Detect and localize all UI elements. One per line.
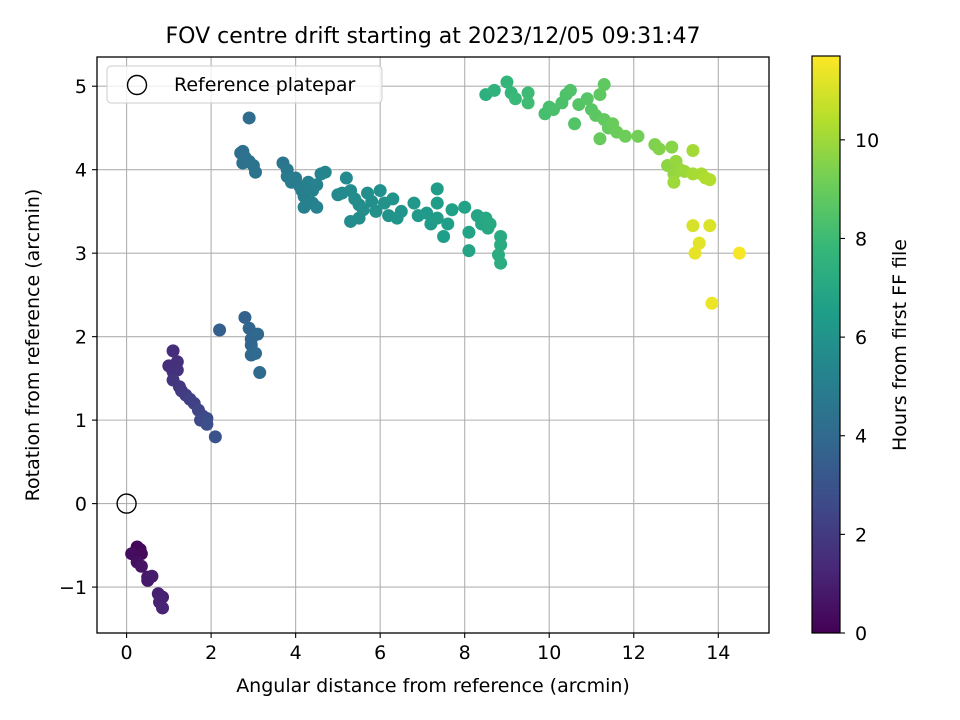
- data-point: [508, 92, 522, 106]
- data-point: [430, 196, 444, 210]
- data-point: [705, 296, 719, 310]
- data-points: [116, 75, 746, 615]
- data-point: [462, 225, 476, 239]
- data-point: [339, 171, 353, 185]
- x-tick-label: 10: [537, 642, 561, 664]
- data-point: [166, 344, 180, 358]
- data-point: [703, 173, 717, 187]
- data-point: [310, 178, 324, 192]
- reference-platepar-marker: [116, 493, 137, 514]
- legend-entry-reference: Reference platepar: [174, 74, 356, 96]
- data-point: [597, 78, 611, 92]
- data-point: [365, 194, 379, 208]
- data-point: [631, 129, 645, 143]
- data-point: [500, 75, 514, 89]
- data-point: [369, 204, 383, 218]
- data-point: [458, 200, 472, 214]
- x-tick-label: 8: [459, 642, 471, 664]
- colorbar-ticks: 0 2 4 6 8 10: [840, 130, 879, 645]
- data-point: [251, 327, 265, 341]
- x-axis-ticks: 0 2 4 6 8 10 12 14: [121, 633, 730, 664]
- data-point: [238, 310, 252, 324]
- x-tick-label: 14: [706, 642, 730, 664]
- data-point: [248, 165, 262, 179]
- data-point: [213, 323, 227, 337]
- data-point: [318, 165, 332, 179]
- data-point: [356, 203, 370, 217]
- data-point: [483, 217, 497, 231]
- data-point: [563, 83, 577, 97]
- data-point: [420, 206, 434, 220]
- data-point: [568, 117, 582, 131]
- data-point: [430, 211, 444, 225]
- colorbar-tick-label: 6: [855, 327, 867, 349]
- data-point: [248, 346, 262, 360]
- x-tick-label: 6: [374, 642, 386, 664]
- colorbar-tick-label: 2: [855, 524, 867, 546]
- data-point: [667, 175, 681, 189]
- data-point: [487, 83, 501, 97]
- data-point: [390, 211, 404, 225]
- x-tick-label: 4: [290, 642, 302, 664]
- data-point: [253, 366, 267, 380]
- data-point: [703, 219, 717, 233]
- chart-title: FOV centre drift starting at 2023/12/05 …: [166, 24, 701, 49]
- data-point: [430, 182, 444, 196]
- legend: Reference platepar: [106, 65, 383, 104]
- y-axis-ticks: −1 0 1 2 3 4 5: [59, 76, 97, 599]
- data-point: [242, 111, 256, 125]
- data-point: [145, 569, 159, 583]
- colorbar-tick-label: 4: [855, 426, 867, 448]
- data-point: [386, 192, 400, 206]
- data-point: [494, 238, 508, 252]
- data-point: [521, 86, 535, 100]
- data-point: [686, 219, 700, 233]
- x-tick-label: 0: [121, 642, 133, 664]
- y-tick-label: 3: [75, 243, 87, 265]
- plot-frame: [96, 56, 770, 634]
- y-tick-label: 4: [75, 160, 87, 182]
- colorbar-tick-label: 8: [855, 228, 867, 250]
- legend-box: [106, 65, 383, 104]
- data-point: [686, 143, 700, 157]
- data-point: [445, 203, 459, 217]
- y-axis-label: Rotation from reference (arcmin): [22, 189, 44, 502]
- colorbar-tick-label: 10: [855, 130, 879, 152]
- colorbar-tick-label: 0: [855, 623, 867, 645]
- data-point: [521, 96, 535, 110]
- data-point: [310, 200, 324, 214]
- y-tick-label: 2: [75, 327, 87, 349]
- data-point: [494, 256, 508, 270]
- data-point: [156, 601, 170, 615]
- data-point: [208, 430, 222, 444]
- data-point: [593, 88, 607, 102]
- data-point: [732, 246, 746, 260]
- data-point: [692, 236, 706, 250]
- data-point: [373, 184, 387, 198]
- data-point: [688, 246, 702, 260]
- data-point: [652, 142, 666, 156]
- data-point: [462, 244, 476, 258]
- x-tick-label: 2: [205, 642, 217, 664]
- x-tick-label: 12: [622, 642, 646, 664]
- y-tick-label: −1: [59, 577, 87, 599]
- data-point: [618, 129, 632, 143]
- legend-marker-reference: [126, 74, 148, 96]
- colorbar-label: Hours from first FF file: [889, 239, 911, 451]
- y-tick-label: 0: [75, 494, 87, 516]
- data-point: [441, 217, 455, 231]
- data-point: [170, 363, 184, 377]
- y-tick-label: 5: [75, 76, 87, 98]
- data-point: [200, 417, 214, 431]
- colorbar: [811, 55, 841, 634]
- y-tick-label: 1: [75, 410, 87, 432]
- x-axis-label: Angular distance from reference (arcmin): [236, 675, 630, 697]
- data-point: [593, 132, 607, 146]
- data-point: [665, 140, 679, 154]
- data-point: [580, 92, 594, 106]
- data-point: [134, 559, 148, 573]
- data-point: [407, 196, 421, 210]
- data-point: [437, 229, 451, 243]
